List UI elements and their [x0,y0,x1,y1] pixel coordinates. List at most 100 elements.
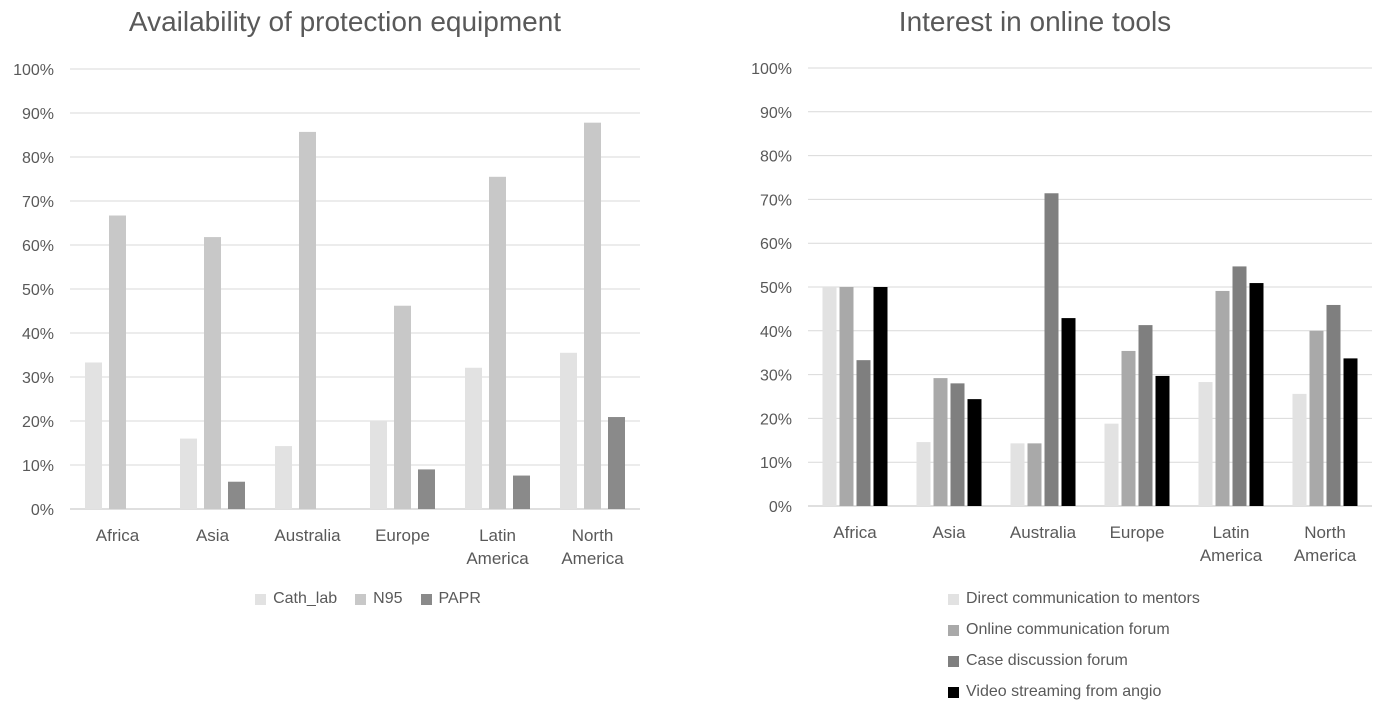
legend-entry: Cath_lab [255,590,337,608]
chart-plot-area: 0% 10% 20% 30% 40% 50% 60% 70% 80% 90% 100% Africa A… [751,61,1372,565]
bar [967,399,982,506]
chart-title: Availability of protection equipment [128,6,562,37]
bar [856,360,871,506]
bar [275,446,292,509]
legend-swatch [355,593,367,605]
bar [1061,318,1076,506]
x-tick-label: Latin [1213,523,1250,542]
x-tick-label: Europe [375,526,430,545]
x-tick-label: America [466,549,529,568]
bar [873,287,888,506]
bar [1138,325,1153,506]
x-tick-label: Africa [96,526,140,545]
y-tick-label: 80% [22,150,54,167]
y-tick-label: 20% [22,414,54,431]
bar [489,176,506,510]
x-tick-label: America [1200,546,1263,565]
x-tick-label: America [1294,546,1357,565]
legend-swatch [420,593,432,605]
bar [560,352,577,509]
y-tick-label: 80% [760,149,792,166]
bar [822,287,837,506]
x-tick-label: Africa [833,523,877,542]
y-tick-label: 30% [22,370,54,387]
legend-entry: N95 [355,590,403,608]
bar [85,362,102,509]
legend-entry: Case discussion forum [948,652,1200,670]
legend-swatch [948,624,959,636]
legend-swatch [948,655,959,667]
legend-label: Case discussion forum [966,652,1128,669]
legend-entry: PAPR [420,590,481,608]
y-tick-label: 60% [22,238,54,255]
y-tick-label: 100% [13,62,54,79]
x-tick-label: North [1304,523,1346,542]
legend-entry: Video streaming from angio [948,683,1200,701]
bar [1027,443,1042,506]
y-tick-label: 70% [22,194,54,211]
bar [1343,358,1358,506]
y-tick-label: 10% [760,455,792,472]
bar [1010,443,1025,506]
legend-label: PAPR [438,590,481,607]
bar [299,131,316,510]
chart-legend: Cath_lab N95 PAPR [0,590,690,608]
legend-label: Online communication forum [966,621,1170,638]
legend-swatch [948,593,959,605]
bar [1232,266,1247,506]
x-tick-label: North [572,526,614,545]
chart-title: Interest in online tools [898,6,1172,37]
legend-label: Video streaming from angio [966,683,1162,700]
x-tick-label: America [561,549,624,568]
bar [1215,290,1230,506]
y-tick-label: 50% [22,282,54,299]
bar [109,215,126,509]
y-tick-label: 10% [22,458,54,475]
bar [1309,330,1324,506]
bar [584,122,601,510]
y-tick-label: 100% [751,61,792,78]
y-tick-label: 0% [31,502,54,519]
x-tick-label: Europe [1110,523,1165,542]
bar [465,367,482,509]
legend-swatch [948,686,959,698]
bar [180,438,197,509]
bar [1326,304,1341,506]
chart-plot-area: 0% 10% 20% 30% 40% 50% 60% 70% 80% 90% 100% Africa A… [13,62,640,568]
y-tick-label: 50% [760,280,792,297]
x-tick-label: Australia [1010,523,1077,542]
y-tick-label: 0% [769,499,792,516]
bar [1121,350,1136,506]
bar [204,237,221,509]
y-tick-label: 60% [760,236,792,253]
bar [418,469,435,509]
bar [1044,193,1059,506]
bar [608,417,625,509]
bar [950,383,965,506]
chart-legend: Direct communication to mentors Online co… [948,590,1200,701]
bar [394,305,411,509]
protection-equipment-chart: Availability of protection equipment 0% 1… [0,6,690,608]
y-tick-label: 90% [22,106,54,123]
bar [513,475,530,509]
legend-entry: Online communication forum [948,621,1200,639]
x-tick-label: Australia [274,526,341,545]
bar [1198,382,1213,506]
y-tick-label: 70% [760,192,792,209]
bar [1155,375,1170,506]
y-tick-label: 30% [760,368,792,385]
legend-swatch [255,593,267,605]
legend-entry: Direct communication to mentors [948,590,1200,608]
bar [1104,423,1119,506]
bar [933,378,948,506]
bar [370,421,387,509]
bar [1249,283,1264,506]
bar [916,442,931,506]
legend-label: Direct communication to mentors [966,590,1200,607]
legend-label: Cath_lab [273,590,338,607]
y-tick-label: 40% [22,326,54,343]
bar [228,481,245,509]
bar [839,287,854,506]
x-tick-label: Latin [479,526,516,545]
y-tick-label: 40% [760,324,792,341]
